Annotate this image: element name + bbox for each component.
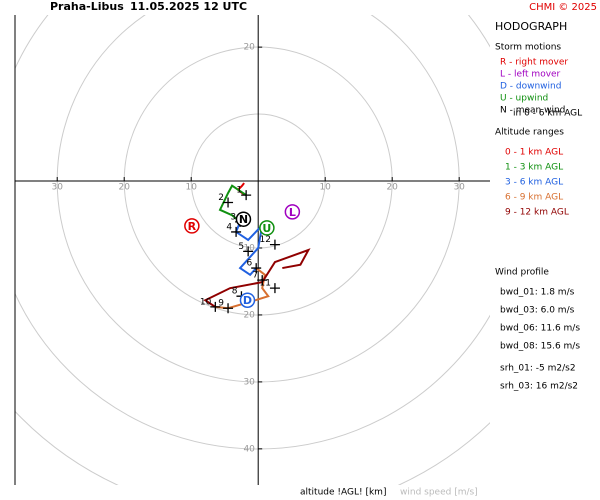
altitude-label: 12 [259,235,270,245]
altitude-label: 11 [259,279,270,289]
altitude-label: 6 [246,259,252,269]
altitude-label: 7 [252,271,258,281]
x-tick-label: 30 [453,183,465,193]
x-tick-label: 20 [386,183,398,193]
hodograph-trace [218,184,247,223]
panel-title: HODOGRAPH [495,20,567,33]
storm-motion-label: U [262,222,271,235]
y-tick-label: 20 [243,310,255,320]
storm-legend: N - mean wind [500,106,565,116]
storm-legend: D - downwind [500,82,561,92]
altitude-cross [243,246,254,257]
storm-motion-label: D [243,294,252,307]
y-tick-label: 10 [243,243,255,253]
credit: CHMI © 2025 [529,2,597,13]
altitude-label: 5 [238,242,244,252]
legend-entry: 0 - 1 km AGL [505,148,563,158]
storm-motion [235,211,252,227]
x-tick-label: 20 [118,183,130,193]
hodograph-trace [203,248,311,308]
hodograph-trace [234,221,264,277]
mean-note: in 0 - 6 km AGL [513,109,582,119]
altitude-label: 1 [236,186,242,196]
legend-entry: 9 - 12 km AGL [505,208,569,218]
altitude-cross [251,263,262,274]
legend-entry: 3 - 6 km AGL [505,178,563,188]
storm-motion [239,292,256,308]
storm-motion-label: R [188,220,197,233]
x-label: altitude !AGL! [km] [300,488,386,498]
altitude-label: 8 [232,287,238,297]
altitude-label: 3 [230,212,236,222]
wind-profile-item: srh_01: -5 m2/s2 [500,364,576,374]
altitude-cross [241,190,252,201]
legend-entry: 1 - 3 km AGL [505,163,563,173]
wind-profile-item: bwd_03: 6.0 m/s [500,306,575,316]
altitude-cross [257,275,268,286]
storm-legend: R - right mover [500,58,568,68]
x-tick-label: 30 [51,183,63,193]
altitude-cross [223,303,234,314]
legend-entry: 6 - 9 km AGL [505,193,563,203]
altitude-label: 2 [218,193,224,203]
y-label: wind speed [m/s] [400,488,478,498]
storm-motion [184,218,200,234]
altitude-cross [223,197,234,208]
wind-profile-item: bwd_01: 1.8 m/s [500,288,575,298]
wind-profile-item: bwd_06: 11.6 m/s [500,324,580,334]
x-tick-label: 10 [185,183,197,193]
storm-title: Storm motions [495,43,561,53]
storm-motion-label: N [239,213,248,226]
y-tick-label: 20 [243,43,255,53]
y-tick-label: 30 [243,377,255,387]
altitude-label: 4 [226,222,232,232]
storm-motion [259,220,275,236]
profile-title: Wind profile [495,268,549,278]
storm-motion [284,204,301,220]
time: 11.05.2025 12 UTC [130,0,247,13]
altitude-title: Altitude ranges [495,128,564,138]
wind-profile-item: bwd_08: 15.6 m/s [500,342,580,352]
altitude-cross [231,226,242,237]
storm-motion-label: L [289,206,296,219]
altitude-label: 10 [200,297,212,307]
x-tick-label: 10 [319,183,331,193]
station: Praha-Libus [50,0,124,13]
storm-legend: U - upwind [500,94,548,104]
altitude-cross [269,239,280,250]
wind-profile-item: srh_03: 16 m2/s2 [500,382,578,392]
storm-legend: L - left mover [500,70,561,80]
altitude-cross [269,283,280,294]
y-tick-label: 40 [243,444,255,454]
altitude-label: 9 [218,299,224,309]
altitude-cross [210,301,221,312]
